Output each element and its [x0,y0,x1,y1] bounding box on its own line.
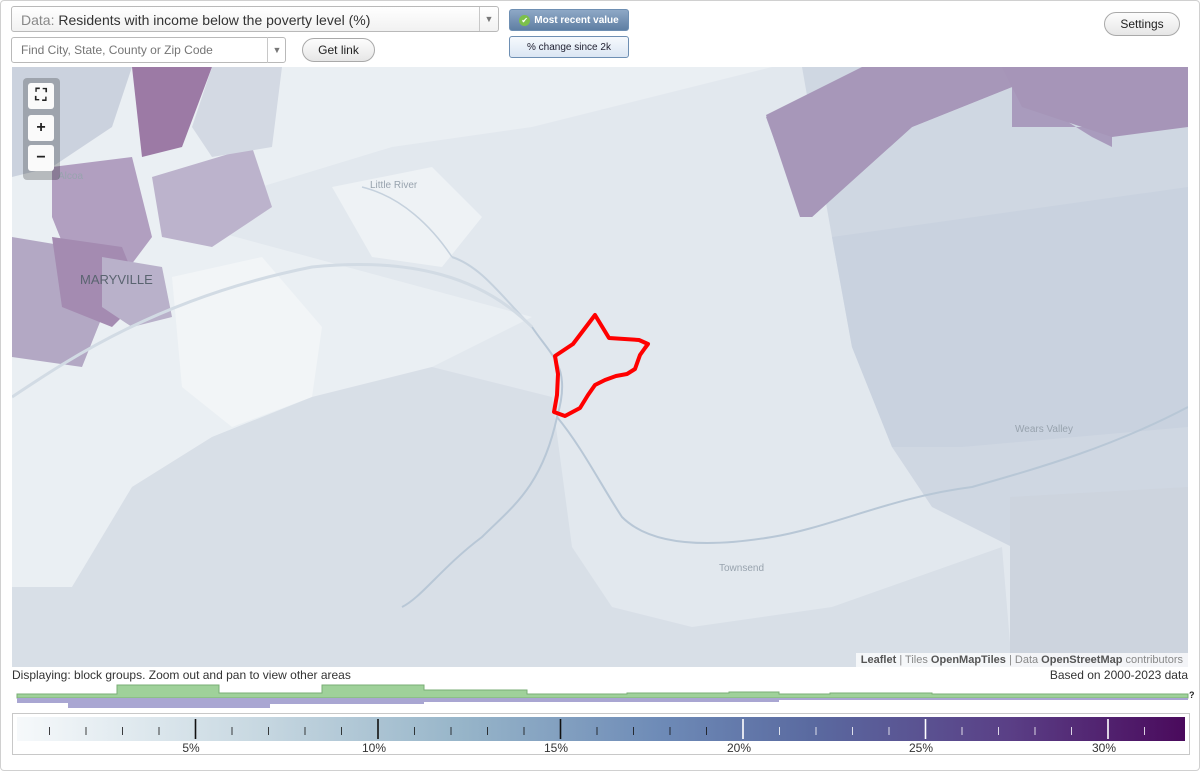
zoom-in-button[interactable]: + [28,115,54,141]
zoom-controls: ⛶ + − [23,78,60,180]
label-alcoa: Alcoa [58,171,84,182]
data-select[interactable]: Data: Residents with income below the po… [11,6,499,32]
search-input[interactable] [11,37,286,63]
percent-change-toggle[interactable]: % change since 2k [509,36,629,58]
displaying-text: Displaying: block groups. Zoom out and p… [12,668,351,682]
tick-label-25: 25% [908,741,934,755]
openstreetmap-link[interactable]: OpenStreetMap [1041,654,1123,666]
tick-label-5: 5% [182,741,200,755]
percent-change-label: % change since 2k [527,41,611,53]
label-wears-valley: Wears Valley [1015,424,1073,435]
leaflet-link[interactable]: Leaflet [860,654,897,666]
based-on-text: Based on 2000-2023 data [1049,668,1188,682]
color-ramp [17,717,1185,741]
selected-area-outline[interactable] [552,313,650,418]
chevron-down-icon[interactable]: ▼ [479,7,498,31]
map-attribution: Leaflet | Tiles OpenMapTiles | Data Open… [855,653,1188,667]
map-view[interactable]: Alcoa MARYVILLE Little River Wears Valle… [12,67,1188,667]
tick-label-10: 10% [361,741,387,755]
tick-label-30: 30% [1091,741,1117,755]
data-prefix: Data: [21,12,55,28]
attrib-tail: contributors [1122,654,1183,666]
attrib-sep2: | Data [1005,654,1042,666]
tick-label-20: 20% [726,741,752,755]
settings-button[interactable]: Settings [1104,12,1180,36]
most-recent-label: Most recent value [534,14,619,26]
unknown-marker: ? [1189,690,1195,700]
openmaptiles-link[interactable]: OpenMapTiles [930,654,1006,666]
distribution-histogram [16,684,1189,708]
zoom-out-button[interactable]: − [28,145,54,171]
most-recent-toggle[interactable]: ✔ Most recent value [509,9,629,31]
label-little-river: Little River [370,180,418,191]
fullscreen-icon[interactable]: ⛶ [28,83,54,109]
data-label: Residents with income below the poverty … [58,12,371,28]
legend-ticks [49,719,1145,739]
color-legend: 5% 10% 15% 20% 25% 30% [12,713,1190,755]
get-link-button[interactable]: Get link [302,38,375,62]
chevron-down-icon[interactable]: ▼ [267,37,286,63]
label-maryville: MARYVILLE [80,272,153,287]
check-icon: ✔ [519,14,531,26]
attrib-sep1: | Tiles [896,654,931,666]
label-townsend: Townsend [719,563,765,574]
map-layer [12,67,1188,667]
tick-label-15: 15% [543,741,569,755]
